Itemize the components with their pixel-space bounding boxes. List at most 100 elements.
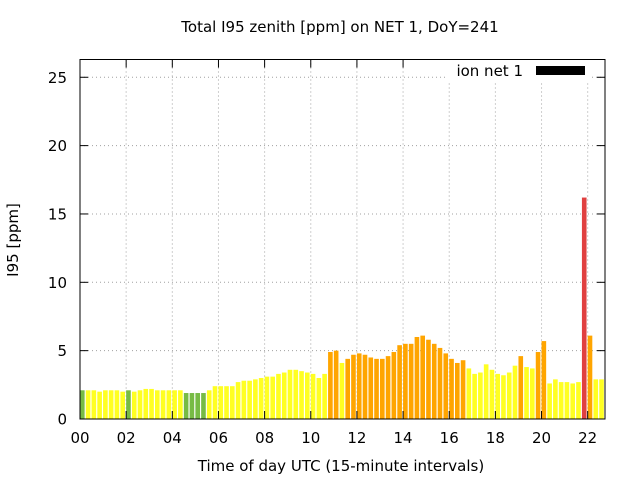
x-tick-label: 12 bbox=[347, 429, 366, 447]
bar bbox=[166, 390, 172, 419]
bar bbox=[385, 356, 391, 419]
bar bbox=[547, 383, 552, 419]
bar bbox=[235, 382, 241, 419]
legend: ion net 1 bbox=[447, 60, 592, 82]
bar bbox=[339, 362, 345, 419]
bar bbox=[351, 354, 356, 419]
bar bbox=[322, 373, 327, 419]
bar bbox=[576, 382, 581, 419]
bar bbox=[253, 379, 258, 419]
bar bbox=[103, 390, 108, 419]
bar bbox=[241, 380, 247, 419]
bar bbox=[270, 376, 275, 419]
bar bbox=[414, 336, 420, 419]
y-tick-label: 15 bbox=[48, 205, 67, 223]
bar bbox=[581, 197, 587, 419]
bar bbox=[437, 347, 443, 419]
bar bbox=[356, 353, 362, 419]
bar bbox=[276, 373, 281, 419]
bar bbox=[587, 335, 593, 419]
bar bbox=[328, 352, 333, 419]
y-tick-label: 20 bbox=[48, 137, 67, 155]
bar bbox=[501, 375, 506, 419]
bar bbox=[553, 379, 558, 419]
x-tick-label: 20 bbox=[532, 429, 551, 447]
bar bbox=[287, 369, 293, 419]
bar bbox=[599, 379, 604, 419]
y-axis-label: I95 [ppm] bbox=[4, 203, 22, 277]
y-tick-label: 10 bbox=[48, 274, 67, 292]
bar bbox=[368, 357, 374, 419]
bar bbox=[431, 343, 437, 419]
bar bbox=[218, 386, 224, 419]
x-tick-label: 06 bbox=[209, 429, 228, 447]
bar bbox=[97, 391, 102, 419]
bar bbox=[91, 390, 97, 419]
x-tick-label: 08 bbox=[255, 429, 274, 447]
plot-frame bbox=[79, 59, 606, 420]
legend-label: ion net 1 bbox=[456, 62, 523, 80]
x-tick-label: 04 bbox=[163, 429, 182, 447]
axis-ticks: 0 5 10 15 20 25 00 02 04 06 08 10 12 14 16 18 20 22 bbox=[48, 59, 605, 447]
bar bbox=[449, 358, 454, 419]
bar bbox=[333, 350, 339, 419]
bar bbox=[160, 390, 166, 419]
x-tick-label: 18 bbox=[486, 429, 505, 447]
bar bbox=[541, 341, 547, 419]
y-tick-label: 0 bbox=[57, 411, 67, 429]
bar bbox=[178, 390, 183, 419]
y-tick-label: 5 bbox=[57, 342, 67, 360]
x-tick-label: 16 bbox=[440, 429, 459, 447]
bar bbox=[316, 377, 322, 419]
bar bbox=[345, 358, 350, 419]
bar bbox=[305, 372, 310, 419]
bar bbox=[137, 390, 143, 419]
bar bbox=[483, 364, 489, 419]
bar bbox=[558, 382, 564, 419]
legend-swatch bbox=[536, 66, 585, 75]
x-tick-label: 14 bbox=[394, 429, 413, 447]
bar bbox=[518, 356, 524, 419]
bar bbox=[362, 354, 368, 419]
bar bbox=[472, 373, 477, 419]
bar bbox=[466, 368, 472, 419]
bar bbox=[80, 390, 85, 419]
bar bbox=[189, 393, 195, 419]
bar bbox=[293, 369, 299, 419]
bar bbox=[420, 335, 425, 419]
bar bbox=[247, 380, 252, 419]
bar bbox=[108, 390, 114, 419]
bar bbox=[489, 369, 495, 419]
bar bbox=[524, 367, 529, 419]
bar bbox=[126, 390, 131, 419]
x-tick-label: 10 bbox=[301, 429, 320, 447]
bar bbox=[149, 388, 154, 419]
bar bbox=[172, 390, 177, 419]
bar bbox=[258, 377, 264, 419]
legend-background bbox=[447, 60, 592, 82]
bar bbox=[131, 391, 137, 419]
x-axis-label: Time of day UTC (15-minute intervals) bbox=[197, 457, 484, 475]
bar bbox=[564, 382, 570, 419]
x-tick-label: 00 bbox=[70, 429, 89, 447]
bar bbox=[212, 386, 218, 419]
bar bbox=[391, 352, 397, 419]
bar bbox=[281, 372, 287, 419]
bar bbox=[85, 390, 91, 419]
bar bbox=[206, 390, 212, 419]
bar bbox=[570, 383, 575, 419]
bar bbox=[230, 386, 235, 419]
bar bbox=[120, 391, 125, 419]
bar bbox=[593, 379, 599, 419]
x-tick-label: 02 bbox=[117, 429, 136, 447]
bar bbox=[460, 360, 466, 419]
bar bbox=[506, 372, 512, 419]
bar bbox=[426, 339, 431, 419]
bar bbox=[201, 393, 206, 419]
bar bbox=[374, 358, 379, 419]
bar bbox=[310, 373, 316, 419]
bar bbox=[183, 393, 189, 419]
bar bbox=[299, 371, 304, 419]
bar bbox=[530, 368, 535, 419]
chart-title: Total I95 zenith [ppm] on NET 1, DoY=241 bbox=[180, 18, 498, 36]
